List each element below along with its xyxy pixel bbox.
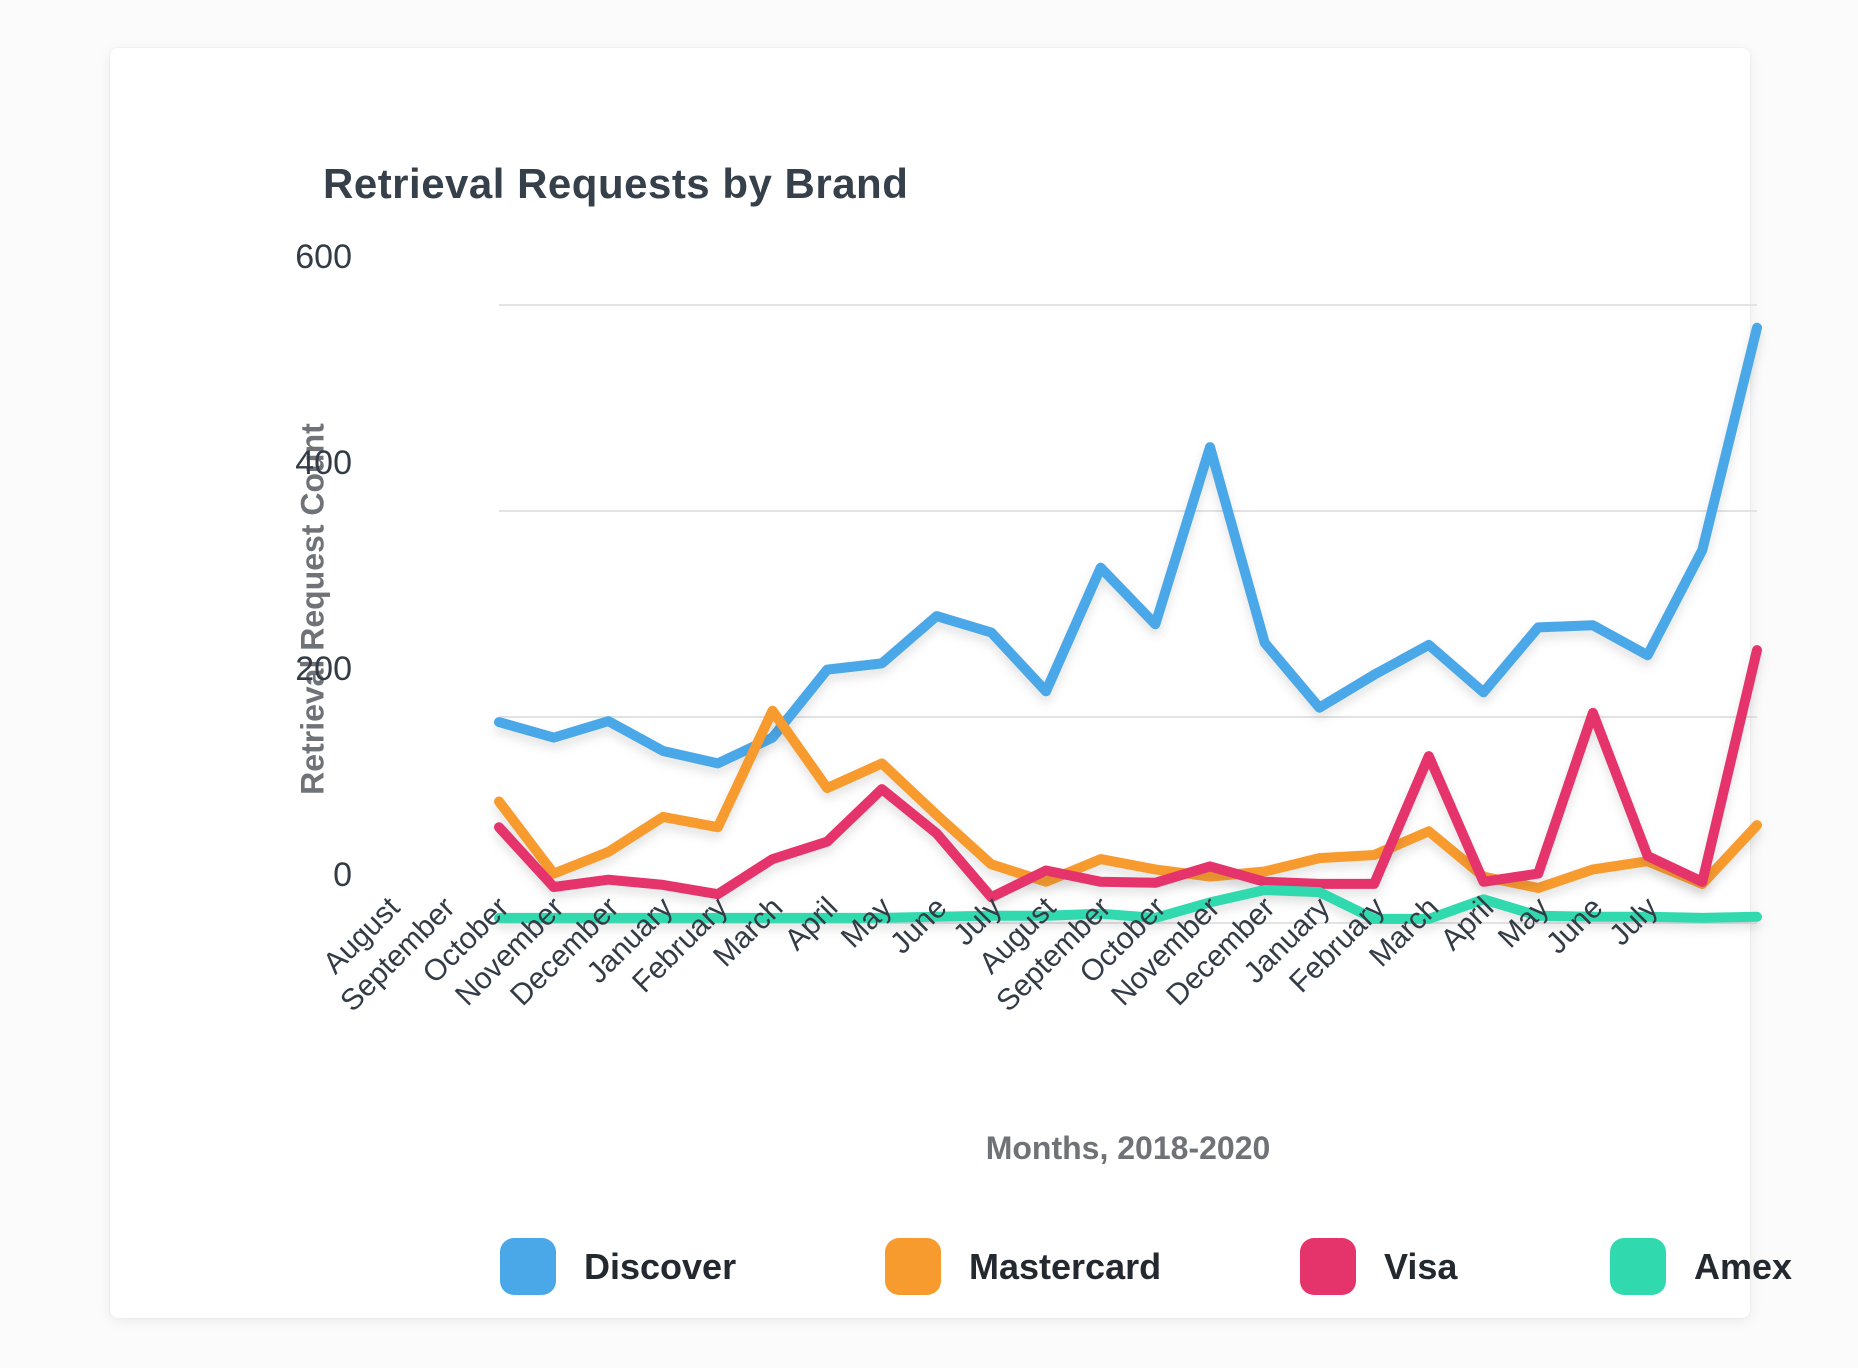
visa-swatch-icon	[1300, 1238, 1356, 1295]
chart-title: Retrieval Requests by Brand	[323, 160, 909, 207]
y-tick-label-600: 600	[295, 238, 352, 276]
mastercard-line	[494, 705, 1762, 893]
chart-canvas	[494, 304, 1762, 924]
y-tick-label-0: 0	[333, 856, 352, 894]
legend-item-discover[interactable]: Discover	[500, 1238, 736, 1295]
plot-area	[494, 304, 1762, 924]
visa-line	[494, 645, 1762, 903]
y-tick-label-200: 200	[295, 650, 352, 688]
discover-line	[494, 322, 1762, 769]
legend-item-amex[interactable]: Amex	[1610, 1238, 1792, 1295]
legend-label-visa: Visa	[1384, 1245, 1458, 1287]
legend-label-mastercard: Mastercard	[969, 1245, 1162, 1287]
chart-card: Retrieval Requests by Brand Retrieval Re…	[110, 48, 1792, 1318]
legend-label-discover: Discover	[584, 1245, 737, 1287]
amex-swatch-icon	[1610, 1238, 1666, 1295]
amex-line	[494, 885, 1762, 924]
legend-label-amex: Amex	[1694, 1245, 1793, 1287]
legend-item-mastercard[interactable]: Mastercard	[885, 1238, 1161, 1295]
x-axis-title: Months, 2018-2020	[985, 1130, 1271, 1166]
legend-item-visa[interactable]: Visa	[1300, 1238, 1457, 1295]
mastercard-swatch-icon	[885, 1238, 941, 1295]
y-tick-label-400: 400	[295, 444, 352, 482]
discover-swatch-icon	[500, 1238, 556, 1295]
